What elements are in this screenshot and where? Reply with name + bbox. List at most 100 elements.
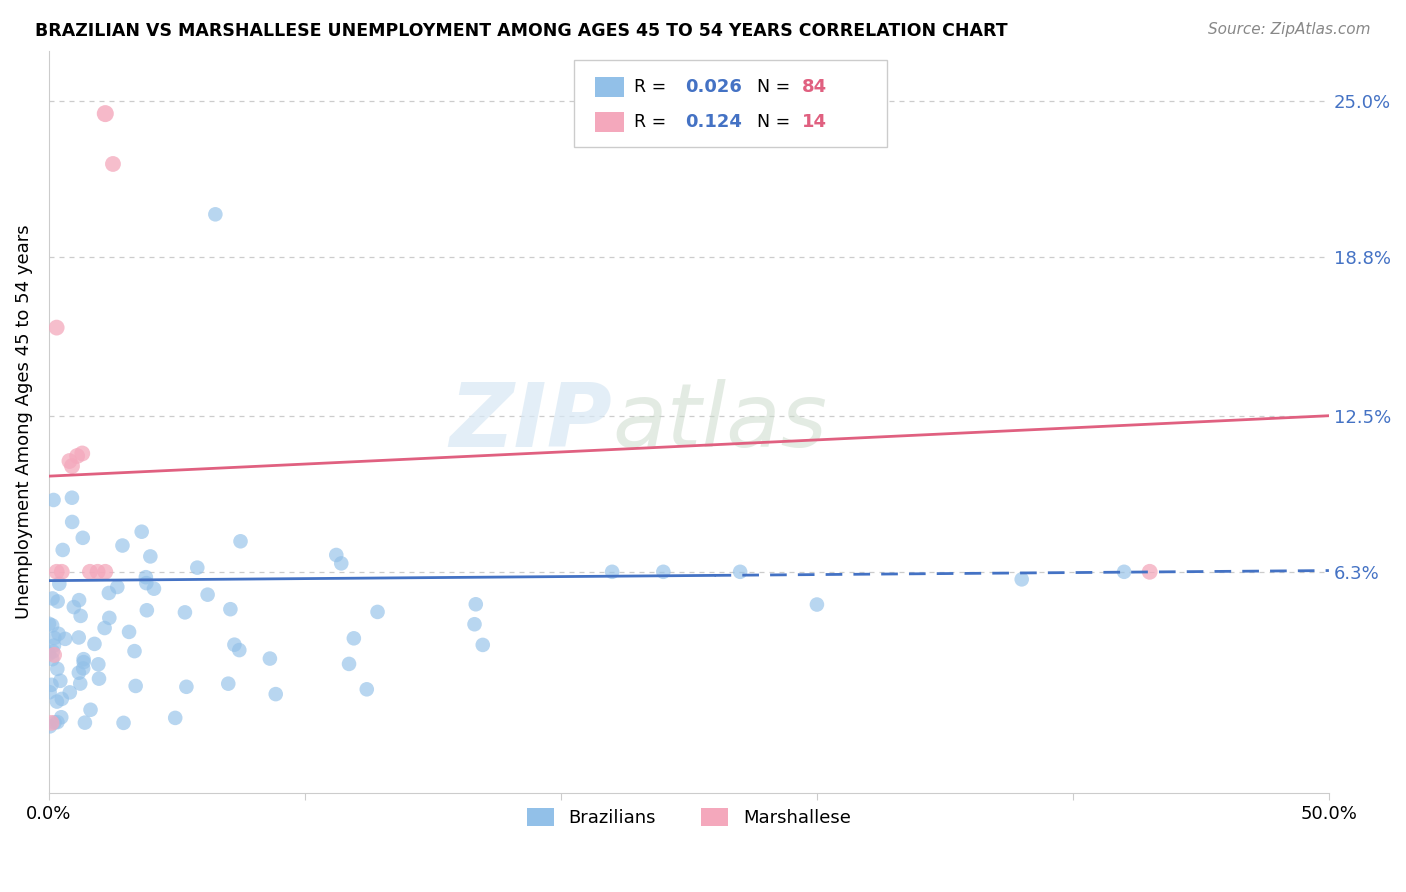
Point bbox=[600, 565, 623, 579]
Point bbox=[62, 600, 84, 615]
Point bbox=[44, 631, 66, 645]
Point bbox=[176, 680, 198, 694]
Point bbox=[337, 657, 360, 671]
Text: atlas: atlas bbox=[612, 379, 827, 465]
Point bbox=[652, 565, 675, 579]
Point bbox=[124, 644, 146, 658]
Point bbox=[165, 711, 187, 725]
Point bbox=[135, 576, 157, 591]
Point bbox=[86, 565, 108, 579]
Point bbox=[356, 682, 378, 697]
Point bbox=[124, 679, 146, 693]
Point bbox=[186, 560, 208, 574]
Text: R =: R = bbox=[634, 113, 672, 131]
Point bbox=[46, 662, 69, 676]
Point bbox=[228, 643, 250, 657]
Point bbox=[1139, 565, 1161, 579]
Text: N =: N = bbox=[756, 113, 796, 131]
Point bbox=[259, 651, 281, 665]
Text: 0.124: 0.124 bbox=[685, 113, 742, 131]
Point bbox=[73, 715, 96, 730]
Point bbox=[42, 644, 65, 658]
Point bbox=[471, 638, 494, 652]
Point bbox=[219, 602, 242, 616]
Point bbox=[264, 687, 287, 701]
Point bbox=[69, 676, 91, 690]
Point bbox=[87, 672, 110, 686]
Point bbox=[59, 685, 82, 699]
Point bbox=[41, 678, 63, 692]
Text: R =: R = bbox=[634, 78, 672, 96]
Point bbox=[93, 621, 115, 635]
Point bbox=[58, 454, 80, 468]
Point bbox=[52, 543, 75, 558]
Point bbox=[45, 320, 67, 334]
Point bbox=[51, 710, 73, 724]
Point bbox=[44, 715, 66, 730]
Point bbox=[38, 719, 60, 733]
Point bbox=[87, 657, 110, 672]
Text: 0.026: 0.026 bbox=[685, 78, 742, 96]
Point bbox=[135, 570, 157, 584]
Bar bbox=[596, 112, 624, 132]
Point bbox=[1114, 565, 1136, 579]
Point bbox=[72, 661, 94, 675]
Point bbox=[174, 606, 197, 620]
Point bbox=[41, 715, 63, 730]
Legend: Brazilians, Marshallese: Brazilians, Marshallese bbox=[519, 799, 859, 837]
FancyBboxPatch shape bbox=[574, 60, 887, 147]
Text: Source: ZipAtlas.com: Source: ZipAtlas.com bbox=[1208, 22, 1371, 37]
Point bbox=[79, 565, 101, 579]
Point bbox=[101, 157, 124, 171]
Point bbox=[45, 565, 67, 579]
Point bbox=[51, 692, 73, 706]
Point bbox=[60, 491, 83, 505]
Point bbox=[728, 565, 751, 579]
Point bbox=[42, 493, 65, 508]
Point bbox=[66, 449, 89, 463]
Point bbox=[46, 594, 69, 608]
Point bbox=[53, 632, 76, 646]
Point bbox=[72, 531, 94, 545]
Point bbox=[73, 655, 96, 669]
Point bbox=[49, 673, 72, 688]
Point bbox=[131, 524, 153, 539]
Text: 84: 84 bbox=[801, 78, 827, 96]
Point bbox=[143, 582, 166, 596]
Point bbox=[135, 603, 157, 617]
Point bbox=[45, 695, 67, 709]
Point bbox=[42, 639, 65, 653]
Point bbox=[48, 627, 70, 641]
Point bbox=[41, 591, 63, 606]
Y-axis label: Unemployment Among Ages 45 to 54 years: Unemployment Among Ages 45 to 54 years bbox=[15, 225, 32, 619]
Point bbox=[72, 652, 94, 666]
Point bbox=[79, 703, 101, 717]
Point bbox=[67, 665, 90, 680]
Point bbox=[83, 637, 105, 651]
Point bbox=[330, 557, 353, 571]
Point bbox=[229, 534, 252, 549]
Point bbox=[48, 576, 70, 591]
Point bbox=[111, 539, 134, 553]
Point bbox=[41, 618, 63, 632]
Text: ZIP: ZIP bbox=[450, 378, 612, 466]
Point bbox=[224, 638, 246, 652]
Point bbox=[105, 580, 128, 594]
Point bbox=[42, 648, 65, 662]
Point bbox=[343, 632, 366, 646]
Point bbox=[112, 715, 135, 730]
Point bbox=[60, 459, 83, 474]
Point bbox=[41, 652, 63, 666]
Point bbox=[67, 631, 90, 645]
Point bbox=[197, 588, 219, 602]
Point bbox=[325, 548, 347, 562]
Point bbox=[464, 597, 486, 611]
Point bbox=[38, 616, 60, 631]
Point bbox=[38, 647, 60, 661]
Point bbox=[367, 605, 389, 619]
Bar bbox=[596, 77, 624, 97]
Point bbox=[1011, 573, 1033, 587]
Point bbox=[94, 565, 117, 579]
Point bbox=[118, 624, 141, 639]
Point bbox=[38, 685, 60, 699]
